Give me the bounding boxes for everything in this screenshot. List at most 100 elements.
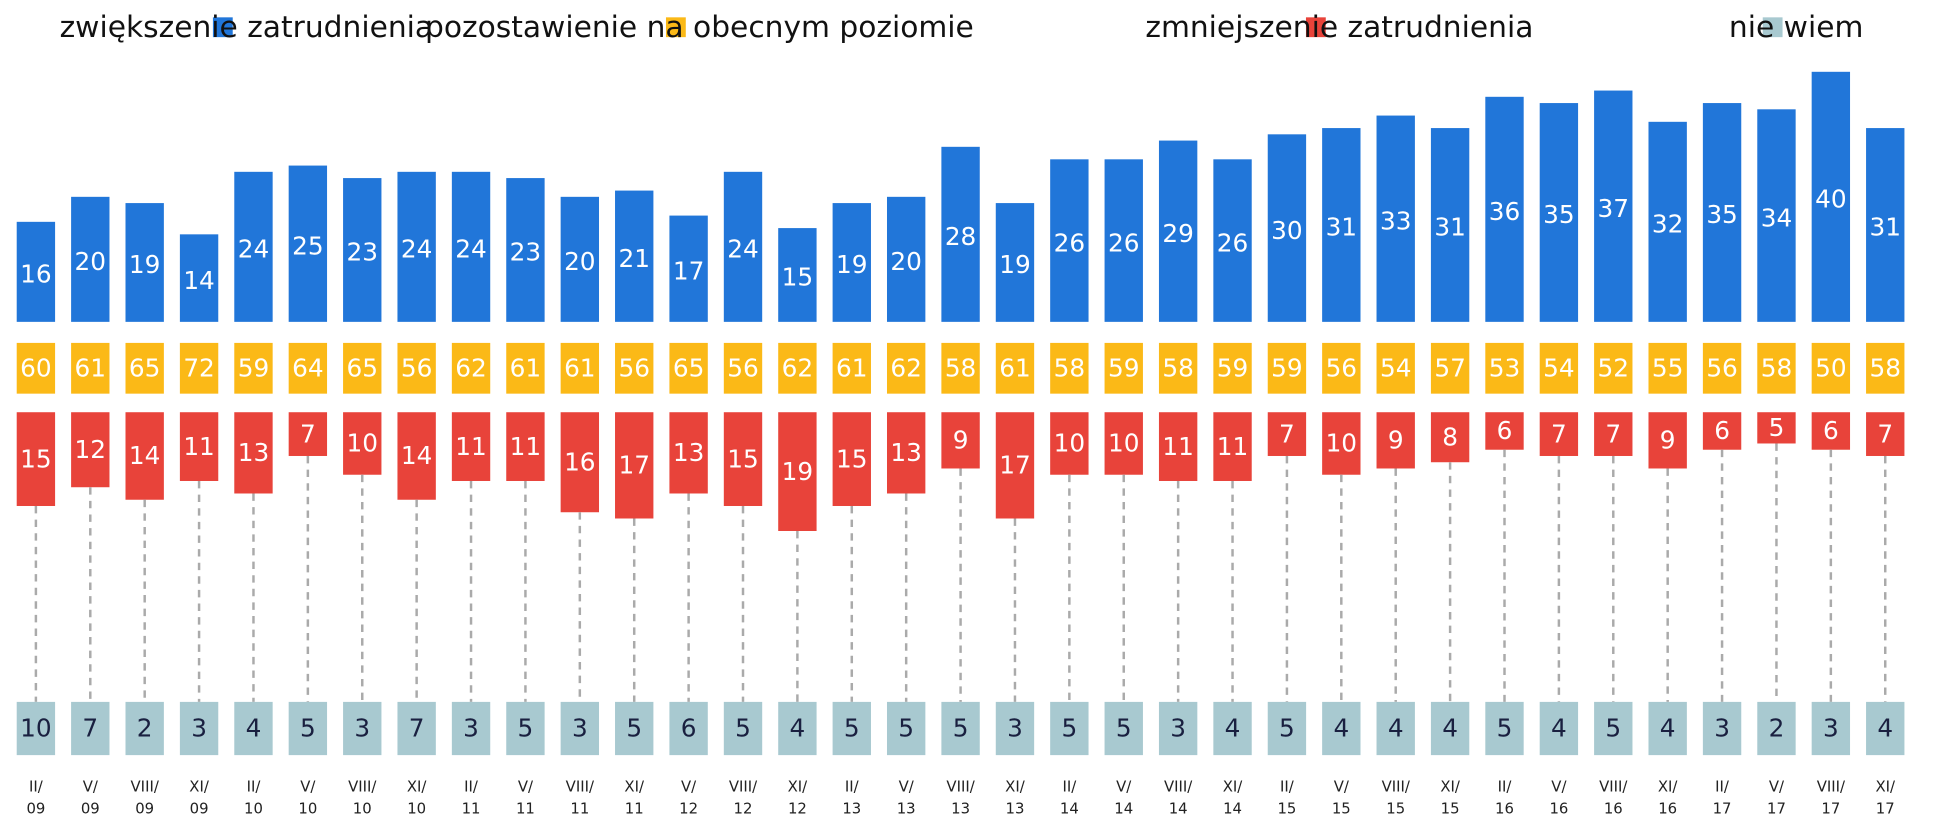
x-tick-label: V/16 bbox=[1549, 777, 1568, 817]
x-tick-line: 13 bbox=[951, 800, 970, 818]
x-tick-line: 14 bbox=[1169, 800, 1188, 818]
value-label: 34 bbox=[1761, 203, 1793, 232]
x-tick-label: VIII/16 bbox=[1599, 777, 1627, 817]
x-tick-line: VIII/ bbox=[1164, 777, 1192, 795]
x-tick-label: II/14 bbox=[1060, 777, 1079, 817]
value-label: 13 bbox=[890, 438, 921, 467]
value-label: 7 bbox=[409, 714, 425, 743]
x-tick-line: 12 bbox=[788, 800, 807, 818]
x-tick-line: XI/ bbox=[788, 777, 808, 795]
bar bbox=[778, 228, 817, 322]
value-label: 4 bbox=[1877, 714, 1893, 743]
value-label: 35 bbox=[1543, 200, 1575, 229]
bar bbox=[1539, 412, 1579, 456]
x-tick-label: II/16 bbox=[1495, 777, 1514, 817]
value-label: 5 bbox=[898, 714, 914, 743]
value-label: 28 bbox=[945, 222, 977, 251]
bar bbox=[234, 171, 273, 322]
value-label: 3 bbox=[1007, 714, 1023, 743]
value-label: 56 bbox=[401, 354, 433, 383]
x-tick-line: 17 bbox=[1821, 800, 1840, 818]
bar bbox=[1485, 96, 1524, 322]
x-tick-line: II/ bbox=[845, 777, 859, 795]
value-label: 19 bbox=[129, 250, 160, 279]
x-tick-line: 15 bbox=[1386, 800, 1405, 818]
bar bbox=[1213, 412, 1252, 481]
box bbox=[1376, 701, 1415, 756]
value-label: 56 bbox=[1706, 354, 1738, 383]
bar bbox=[1050, 159, 1089, 322]
value-label: 7 bbox=[1877, 419, 1893, 448]
x-tick-label: VIII/12 bbox=[729, 777, 757, 817]
value-label: 37 bbox=[1598, 194, 1630, 223]
legend-label: pozostawienie na obecnym poziomie bbox=[425, 10, 974, 45]
x-tick-label: II/13 bbox=[842, 777, 861, 817]
box bbox=[1158, 701, 1198, 756]
value-label: 23 bbox=[347, 238, 379, 267]
box bbox=[179, 342, 219, 394]
value-label: 11 bbox=[510, 432, 542, 461]
legend-label: zwiększenie zatrudnienia bbox=[60, 10, 434, 45]
value-label: 9 bbox=[1660, 426, 1676, 455]
box bbox=[71, 701, 110, 756]
box bbox=[1050, 342, 1089, 394]
box bbox=[886, 342, 926, 394]
bar bbox=[723, 171, 763, 322]
value-label: 61 bbox=[999, 354, 1031, 383]
value-label: 58 bbox=[1869, 354, 1901, 383]
box bbox=[1648, 701, 1687, 756]
box bbox=[343, 342, 382, 394]
value-label: 5 bbox=[1116, 714, 1132, 743]
x-tick-label: II/17 bbox=[1713, 777, 1732, 817]
bar bbox=[125, 412, 164, 500]
value-label: 62 bbox=[890, 354, 921, 383]
box bbox=[669, 342, 708, 394]
bar bbox=[1376, 115, 1415, 322]
value-label: 54 bbox=[1380, 354, 1412, 383]
value-label: 12 bbox=[75, 435, 107, 464]
value-label: 17 bbox=[618, 451, 650, 480]
value-label: 32 bbox=[1652, 210, 1684, 239]
x-tick-label: V/14 bbox=[1114, 777, 1133, 817]
bar bbox=[1485, 412, 1524, 450]
x-tick-line: II/ bbox=[1062, 777, 1076, 795]
box bbox=[1866, 342, 1905, 394]
box bbox=[125, 701, 164, 756]
value-label: 4 bbox=[1225, 714, 1241, 743]
x-tick-line: 12 bbox=[679, 800, 698, 818]
value-label: 4 bbox=[246, 714, 262, 743]
box bbox=[343, 701, 382, 756]
bar bbox=[886, 412, 926, 494]
x-tick-line: 13 bbox=[1006, 800, 1025, 818]
box bbox=[288, 342, 328, 394]
bar bbox=[560, 412, 600, 513]
value-label: 5 bbox=[518, 714, 534, 743]
box bbox=[506, 342, 545, 394]
box bbox=[832, 701, 871, 756]
box bbox=[125, 342, 164, 394]
bar bbox=[234, 412, 273, 494]
box bbox=[288, 701, 328, 756]
bar bbox=[886, 196, 926, 322]
bar bbox=[1050, 412, 1089, 475]
box bbox=[995, 701, 1035, 756]
x-tick-label: VIII/10 bbox=[348, 777, 376, 817]
value-label: 4 bbox=[1660, 714, 1676, 743]
value-label: 30 bbox=[1271, 216, 1303, 245]
bar bbox=[560, 196, 600, 322]
value-label: 7 bbox=[82, 714, 98, 743]
box bbox=[1539, 342, 1579, 394]
x-tick-line: 10 bbox=[407, 800, 426, 818]
value-label: 72 bbox=[183, 354, 215, 383]
x-tick-label: XI/11 bbox=[624, 777, 644, 817]
box bbox=[778, 701, 817, 756]
value-label: 24 bbox=[455, 235, 487, 264]
bar bbox=[1648, 121, 1687, 322]
bar bbox=[1267, 412, 1307, 456]
box bbox=[995, 342, 1035, 394]
bar bbox=[506, 412, 545, 481]
value-label: 6 bbox=[681, 714, 697, 743]
x-tick-label: II/15 bbox=[1277, 777, 1296, 817]
bar bbox=[615, 190, 654, 322]
bar bbox=[1594, 412, 1633, 456]
